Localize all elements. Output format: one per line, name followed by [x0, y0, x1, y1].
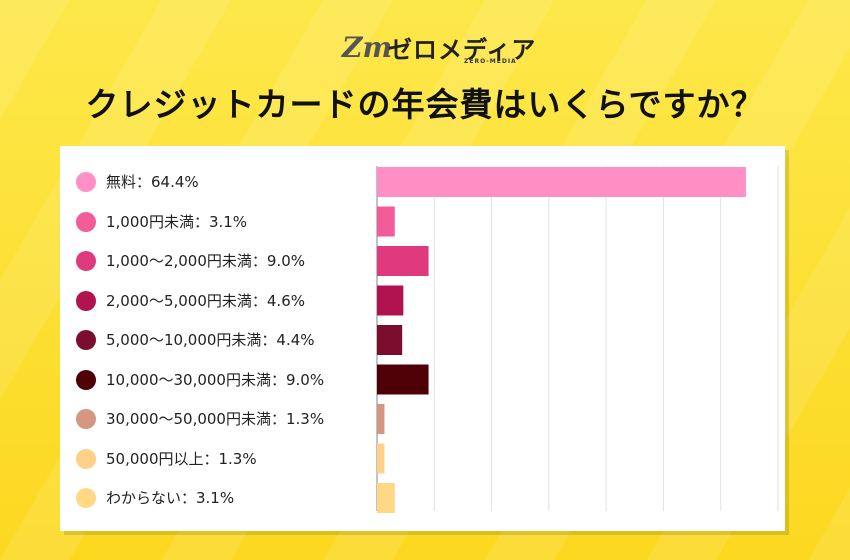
bar [377, 443, 385, 474]
legend-dot-icon [76, 211, 96, 232]
brand-mark-icon: Zm [342, 31, 393, 64]
brand-logo: Zm ゼロメディア ZERO-MEDIA [342, 26, 535, 74]
bar [377, 246, 429, 276]
legend-dot-icon [76, 369, 96, 390]
brand-name: ゼロメディア [388, 36, 537, 64]
bar [377, 364, 429, 395]
legend-dot-icon [76, 330, 96, 350]
legend-dot-icon [76, 290, 96, 311]
bar-chart [376, 166, 779, 513]
chart-panel: 無料：64.4% 1,000円未満：3.1% 1,000〜2,000円未満：9.0%… [60, 146, 785, 531]
legend-label: 30,000〜50,000円未満：1.3% [106, 410, 325, 428]
bar [377, 404, 385, 434]
brand-sub: ZERO-MEDIA [464, 58, 517, 65]
legend-dot-icon [76, 172, 96, 192]
legend-label: 1,000〜2,000円未満：9.0% [106, 252, 305, 270]
legend-label: わからない：3.1% [106, 489, 235, 507]
legend-dot-icon [76, 488, 96, 508]
bar [377, 167, 746, 197]
legend-dot-icon [76, 448, 96, 469]
legend-label: 10,000〜30,000円未満：9.0% [106, 370, 325, 389]
bar [377, 285, 404, 316]
legend-label: 5,000〜10,000円未満：4.4% [106, 331, 315, 349]
bar [377, 483, 395, 513]
bar [377, 206, 395, 237]
legend-label: 50,000円以上：1.3% [106, 449, 257, 468]
bar [377, 325, 403, 355]
page-title: クレジットカードの年会費はいくらですか？ [85, 85, 765, 124]
legend-label: 2,000〜5,000円未満：4.6% [106, 291, 305, 310]
legend-label: 1,000円未満：3.1% [106, 212, 248, 231]
legend-dot-icon [76, 409, 96, 429]
legend-dot-icon [76, 251, 96, 271]
legend-label: 無料：64.4% [106, 173, 199, 191]
